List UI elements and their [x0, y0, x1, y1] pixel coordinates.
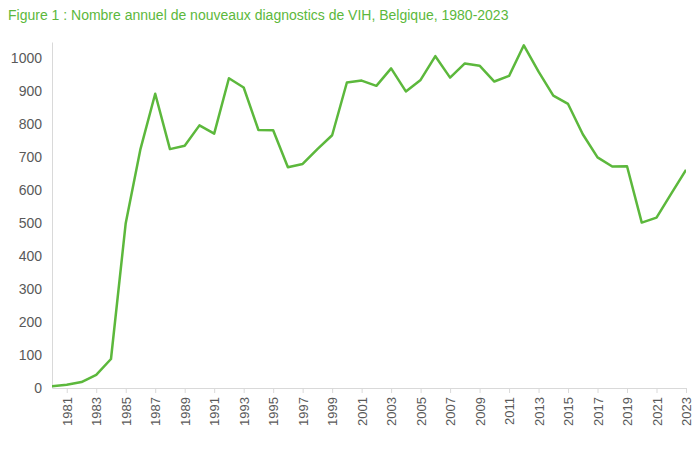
x-tick: 1993: [237, 388, 252, 426]
y-tick-label: 700: [19, 149, 43, 165]
x-tick-mark: [362, 388, 363, 393]
x-tick-mark: [96, 388, 97, 393]
x-tick: 2009: [473, 388, 488, 426]
x-tick-mark: [450, 388, 451, 393]
x-tick-mark: [686, 388, 687, 393]
x-tick-mark: [214, 388, 215, 393]
x-tick: 1987: [148, 388, 163, 426]
x-tick-label: 1983: [89, 397, 104, 426]
x-tick-mark: [67, 388, 68, 393]
x-tick-label: 1985: [119, 397, 134, 426]
plot: 0 100 200 300 400 500 600 700 800 900 1000 1981 1983…: [11, 43, 694, 426]
title: Figure 1 : Nombre annuel de nouveaux dia…: [8, 7, 509, 23]
y-tick: 1000: [11, 50, 52, 66]
y-tick: 900: [19, 83, 52, 99]
x-tick: 2005: [414, 388, 429, 426]
line: [52, 45, 686, 386]
x-tick-mark: [303, 388, 304, 393]
x-tick: 1991: [207, 388, 222, 426]
x-tick: 2015: [561, 388, 576, 426]
y-tick: 400: [19, 248, 52, 264]
x-tick-label: 1987: [148, 397, 163, 426]
x-tick-label: 2019: [620, 397, 635, 426]
y-tick: 700: [19, 149, 52, 165]
x-tick-label: 1989: [178, 397, 193, 426]
x-tick-mark: [155, 388, 156, 393]
x-tick: 1983: [89, 388, 104, 426]
x-tick-label: 1991: [207, 397, 222, 426]
y-tick: 600: [19, 182, 52, 198]
x-tick-label: 2009: [473, 397, 488, 426]
x-axis-line: [53, 388, 687, 389]
x-tick-mark: [244, 388, 245, 393]
x-tick-label: 2001: [355, 397, 370, 426]
y-tick: 800: [19, 116, 52, 132]
y-axis-line: [52, 43, 53, 389]
x-tick-mark: [332, 388, 333, 393]
y-tick-label: 100: [19, 347, 43, 363]
x-tick-mark: [273, 388, 274, 393]
x-tick-label: 2015: [561, 397, 576, 426]
x-tick-label: 2003: [384, 397, 399, 426]
y-tick: 200: [19, 314, 52, 330]
x-tick: 2019: [620, 388, 635, 426]
x-tick: 1999: [325, 388, 340, 426]
x-tick-label: 1993: [237, 397, 252, 426]
x-tick-mark: [627, 388, 628, 393]
y-tick: 300: [19, 281, 52, 297]
y-tick-label: 0: [34, 380, 42, 396]
x-tick: 2007: [443, 388, 458, 426]
x-tick: 2017: [591, 388, 606, 426]
x-tick-label: 2017: [591, 397, 606, 426]
marks: [52, 45, 686, 386]
x-tick: 2001: [355, 388, 370, 426]
chart: Figure 1 : Nombre annuel de nouveaux dia…: [0, 0, 700, 450]
y-tick-label: 200: [19, 314, 43, 330]
x-tick-mark: [185, 388, 186, 393]
x-tick-mark: [126, 388, 127, 393]
y-axis: 0 100 200 300 400 500 600 700 800 900 1000: [11, 43, 53, 396]
x-tick: 1995: [266, 388, 281, 426]
y-tick-label: 900: [19, 83, 43, 99]
x-tick: 1989: [178, 388, 193, 426]
x-tick: 2011: [502, 388, 517, 425]
x-tick-mark: [568, 388, 569, 393]
y-tick-label: 400: [19, 248, 43, 264]
x-tick-mark: [421, 388, 422, 393]
x-tick-mark: [480, 388, 481, 393]
y-tick-label: 1000: [11, 50, 42, 66]
y-tick: 0: [34, 380, 52, 396]
y-tick: 500: [19, 215, 52, 231]
x-tick-label: 1981: [60, 397, 75, 426]
y-tick: 100: [19, 347, 52, 363]
x-tick-label: 2023: [679, 397, 694, 426]
x-tick-label: 1995: [266, 397, 281, 426]
y-tick-label: 500: [19, 215, 43, 231]
x-tick-label: 2007: [443, 397, 458, 426]
x-tick: 1981: [60, 388, 75, 426]
x-tick-label: 2021: [650, 397, 665, 426]
y-tick-label: 300: [19, 281, 43, 297]
x-tick-label: 1997: [296, 397, 311, 426]
x-tick: 1997: [296, 388, 311, 426]
x-tick-label: 1999: [325, 397, 340, 426]
x-tick: 2013: [532, 388, 547, 426]
x-tick-label: 2005: [414, 397, 429, 426]
x-tick-mark: [509, 388, 510, 393]
x-tick-label: 2011: [502, 397, 517, 425]
x-axis: 1981 1983 1985 1987 1989 1991 1993 1995 1997 1999…: [53, 388, 695, 426]
x-tick-mark: [598, 388, 599, 393]
x-tick: 2003: [384, 388, 399, 426]
y-tick-label: 600: [19, 182, 43, 198]
x-tick-mark: [391, 388, 392, 393]
x-tick-mark: [657, 388, 658, 393]
x-tick: 1985: [119, 388, 134, 426]
x-tick-mark: [539, 388, 540, 393]
x-tick-label: 2013: [532, 397, 547, 426]
y-tick-label: 800: [19, 116, 43, 132]
x-tick: 2023: [679, 388, 694, 426]
x-tick: 2021: [650, 388, 665, 426]
